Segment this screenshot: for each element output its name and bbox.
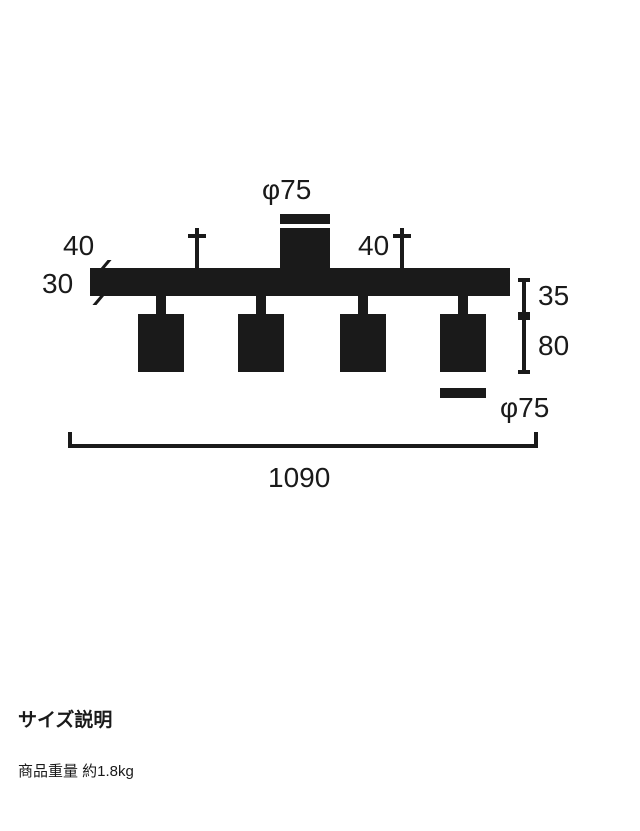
light-3-body xyxy=(340,314,386,372)
main-beam xyxy=(90,268,510,296)
light-2-neck xyxy=(256,296,266,314)
mount-block xyxy=(280,228,330,268)
light-4-neck xyxy=(458,296,468,314)
info-title: サイズ説明 xyxy=(18,705,622,732)
bracket-80-line xyxy=(522,316,526,372)
light-1-neck xyxy=(156,296,166,314)
light-2-body xyxy=(238,314,284,372)
light-1-body xyxy=(138,314,184,372)
info-weight: 商品重量 約1.8kg xyxy=(18,760,622,781)
dim-bottom-diameter: φ75 xyxy=(500,392,549,424)
dim-top-diameter: φ75 xyxy=(262,174,311,206)
screw-2-cap xyxy=(393,234,411,238)
total-width-tick-l xyxy=(68,432,72,448)
dim-right-gap: 40 xyxy=(358,230,389,262)
bracket-35-line xyxy=(522,278,526,314)
dim-right-upper: 35 xyxy=(538,280,569,312)
technical-diagram: φ75 40 30 40 35 80 φ75 1090 xyxy=(0,0,640,640)
info-section: サイズ説明 商品重量 約1.8kg xyxy=(0,685,640,831)
bracket-80-bot xyxy=(518,370,530,374)
total-width-line xyxy=(68,444,538,448)
dim-left-thickness: 30 xyxy=(42,268,73,300)
total-width-tick-r xyxy=(534,432,538,448)
dim-total-width: 1090 xyxy=(268,462,330,494)
tick-top xyxy=(280,214,330,224)
dim-right-lower: 80 xyxy=(538,330,569,362)
light-3-neck xyxy=(358,296,368,314)
dim-left-height: 40 xyxy=(63,230,94,262)
light-4-body xyxy=(440,314,486,372)
screw-1-cap xyxy=(188,234,206,238)
tick-bottom xyxy=(440,388,486,398)
